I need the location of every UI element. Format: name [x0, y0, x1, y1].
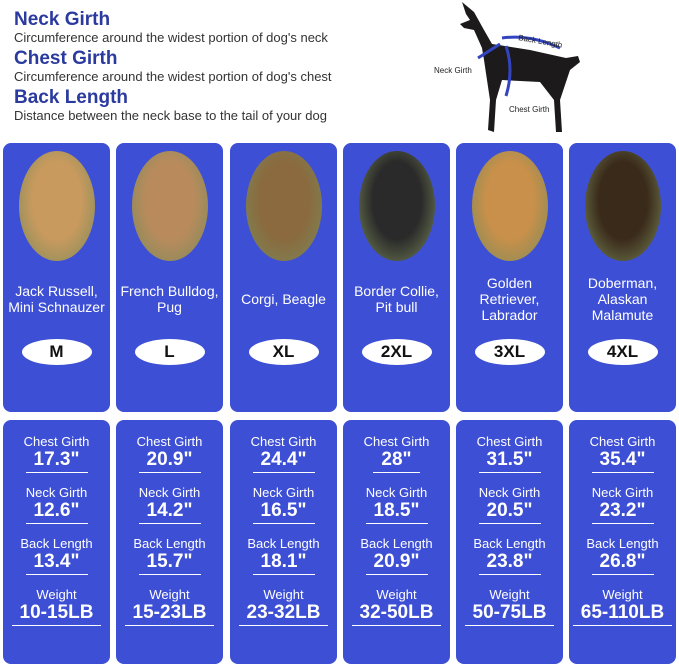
size-card-m: Jack Russell, Mini Schnauzer M — [3, 143, 110, 412]
weight-label: Weight — [36, 587, 77, 602]
back-label: Back Length — [360, 536, 433, 551]
size-measurements-l: Chest Girth 20.9" Neck Girth 14.2" Back Leng… — [116, 420, 223, 664]
chest-value: 31.5" — [478, 449, 541, 473]
dog-photo — [245, 151, 322, 261]
breed-names: Golden Retriever, Labrador — [479, 275, 540, 323]
size-badge: 4XL — [587, 339, 658, 365]
size-measurements-xl: Chest Girth 24.4" Neck Girth 16.5" Back Leng… — [230, 420, 337, 664]
legend-chest: Chest Girth Circumference around the wide… — [14, 49, 332, 85]
size-measurements-2xl: Chest Girth 28" Neck Girth 18.5" Back Length… — [343, 420, 450, 664]
neck-label: Neck Girth — [478, 485, 541, 500]
back-length-line — [501, 35, 561, 50]
breed-names: Doberman, Alaskan Malamute — [587, 275, 658, 323]
chest-label: Chest Girth — [250, 434, 317, 449]
neck-label: Neck Girth — [25, 485, 88, 500]
size-card-3xl: Golden Retriever, Labrador 3XL — [456, 143, 563, 412]
size-badge: 2XL — [361, 339, 432, 365]
legend-neck: Neck Girth Circumference around the wides… — [14, 10, 332, 46]
legend-desc: Circumference around the widest portion … — [14, 69, 332, 84]
back-label: Back Length — [247, 536, 320, 551]
label-back-length: Back Length — [518, 33, 563, 50]
weight-label: Weight — [602, 587, 643, 602]
weight-value: 50-75LB — [464, 602, 555, 626]
size-card-l: French Bulldog, Pug L — [116, 143, 223, 412]
chest-label: Chest Girth — [476, 434, 543, 449]
neck-value: 16.5" — [252, 500, 315, 524]
dog-measurement-diagram: Back Length Neck Girth Chest Girth — [434, 2, 580, 132]
size-badge: 3XL — [474, 339, 545, 365]
size-measurements-m: Chest Girth 17.3" Neck Girth 12.6" Back Leng… — [3, 420, 110, 664]
back-value: 23.8" — [478, 551, 541, 575]
size-badge: M — [21, 339, 92, 365]
size-badge: XL — [248, 339, 319, 365]
back-value: 20.9" — [365, 551, 428, 575]
doberman-silhouette — [460, 2, 580, 132]
neck-value: 20.5" — [478, 500, 541, 524]
dog-photo — [471, 151, 548, 261]
chest-value: 24.4" — [252, 449, 315, 473]
dog-photo — [584, 151, 661, 261]
back-value: 18.1" — [252, 551, 315, 575]
chest-label: Chest Girth — [363, 434, 430, 449]
back-value: 15.7" — [138, 551, 201, 575]
weight-value: 10-15LB — [11, 602, 102, 626]
breed-names: Jack Russell, Mini Schnauzer — [8, 283, 105, 315]
back-label: Back Length — [473, 536, 546, 551]
chest-label: Chest Girth — [23, 434, 90, 449]
legend-title: Neck Girth — [14, 9, 111, 30]
dog-photo — [131, 151, 208, 261]
breed-names: Corgi, Beagle — [241, 291, 326, 307]
weight-value: 65-110LB — [572, 602, 673, 626]
legend-desc: Circumference around the widest portion … — [14, 30, 328, 45]
legend-title: Back Length — [14, 87, 129, 108]
size-measurements-3xl: Chest Girth 31.5" Neck Girth 20.5" Back Leng… — [456, 420, 563, 664]
breed-names: Border Collie, Pit bull — [354, 283, 439, 315]
breed-names: French Bulldog, Pug — [120, 283, 219, 315]
size-badge: L — [134, 339, 205, 365]
legend-back: Back Length Distance between the neck bas… — [14, 88, 332, 124]
weight-label: Weight — [149, 587, 190, 602]
neck-value: 23.2" — [591, 500, 654, 524]
neck-value: 18.5" — [365, 500, 428, 524]
chest-value: 28" — [373, 449, 420, 473]
chest-girth-line — [504, 45, 512, 97]
neck-label: Neck Girth — [591, 485, 654, 500]
size-card-4xl: Doberman, Alaskan Malamute 4XL — [569, 143, 676, 412]
back-label: Back Length — [586, 536, 659, 551]
legend-title: Chest Girth — [14, 48, 118, 69]
size-measurements-4xl: Chest Girth 35.4" Neck Girth 23.2" Back Leng… — [569, 420, 676, 664]
chest-label: Chest Girth — [589, 434, 656, 449]
neck-value: 12.6" — [25, 500, 88, 524]
neck-label: Neck Girth — [365, 485, 428, 500]
neck-label: Neck Girth — [138, 485, 201, 500]
dog-photo — [18, 151, 95, 261]
measurement-legend: Neck Girth Circumference around the wides… — [14, 10, 332, 127]
weight-label: Weight — [376, 587, 417, 602]
neck-girth-line — [477, 42, 501, 60]
dog-photo — [358, 151, 435, 261]
chest-label: Chest Girth — [136, 434, 203, 449]
label-chest-girth: Chest Girth — [509, 105, 549, 114]
back-label: Back Length — [133, 536, 206, 551]
size-card-2xl: Border Collie, Pit bull 2XL — [343, 143, 450, 412]
weight-label: Weight — [489, 587, 530, 602]
neck-label: Neck Girth — [252, 485, 315, 500]
back-value: 26.8" — [591, 551, 654, 575]
chest-value: 17.3" — [25, 449, 88, 473]
legend-desc: Distance between the neck base to the ta… — [14, 108, 327, 123]
weight-value: 32-50LB — [351, 602, 442, 626]
weight-value: 15-23LB — [124, 602, 215, 626]
chest-value: 20.9" — [138, 449, 201, 473]
neck-value: 14.2" — [138, 500, 201, 524]
chest-value: 35.4" — [591, 449, 654, 473]
weight-value: 23-32LB — [238, 602, 329, 626]
label-neck-girth: Neck Girth — [434, 66, 472, 75]
back-value: 13.4" — [25, 551, 88, 575]
back-label: Back Length — [20, 536, 93, 551]
weight-label: Weight — [263, 587, 304, 602]
size-card-xl: Corgi, Beagle XL — [230, 143, 337, 412]
